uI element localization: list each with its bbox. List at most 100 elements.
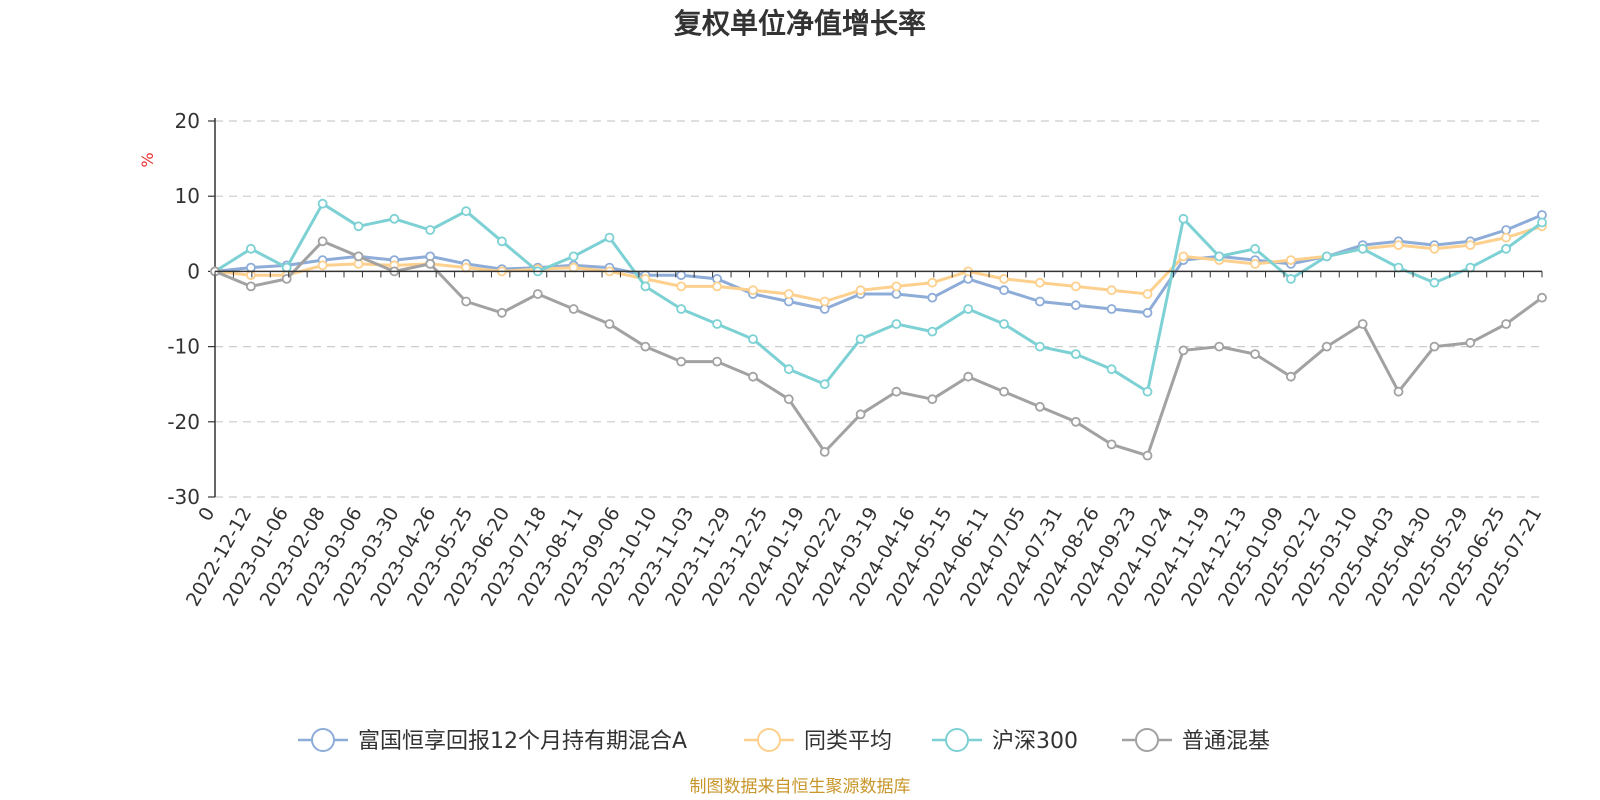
data-point [1178,213,1189,224]
data-point [712,281,722,292]
data-point [1250,258,1260,269]
y-axis-unit: % [138,152,157,167]
data-point [1106,364,1117,375]
data-point [568,262,579,273]
data-point [927,292,938,303]
data-point [891,281,902,292]
legend: 富国恒享回报12个月持有期混合A 同类平均 沪深300 普通混基 [298,728,1270,754]
data-point [317,198,328,209]
data-point [676,304,687,314]
data-point [1465,337,1476,348]
data-point [461,296,472,307]
data-point [855,334,866,345]
data-point [317,236,328,247]
data-point [568,251,579,262]
data-point [927,326,938,337]
data-point [1142,289,1153,299]
y-tick-label: 20 [175,109,200,133]
data-point [999,386,1009,397]
data-point [604,319,615,329]
data-point [891,386,902,397]
data-point [1106,439,1117,450]
legend-label: 富国恒享回报12个月持有期混合A [358,729,687,754]
x-tick-label: 0 [194,504,219,525]
data-point [927,394,938,405]
data-point [1214,341,1225,352]
data-point [927,277,938,288]
data-point [1035,296,1045,307]
series-line [214,202,1543,394]
data-point [676,281,687,292]
data-point [676,270,687,281]
data-point [1321,341,1332,352]
data-point [748,371,758,382]
data-point [1357,319,1368,329]
data-point [1501,319,1511,329]
data-point [245,281,256,292]
data-point [1321,251,1332,262]
y-tick-label: 10 [175,184,200,208]
data-point [783,289,794,299]
data-point [1178,345,1189,356]
legend-label: 普通混基 [1182,729,1270,754]
data-point [1393,386,1404,397]
data-point [1070,300,1081,311]
data-point [1286,273,1296,284]
data-point [891,319,902,329]
data-point [1537,292,1547,303]
y-tick-label: -10 [167,335,200,359]
data-point [1070,349,1081,360]
data-point [676,356,687,367]
legend-item: 同类平均 [744,728,892,754]
data-point [425,225,436,235]
legend-marker [1135,728,1159,752]
legend-item: 沪深300 [932,728,1078,754]
legend-item: 普通混基 [1122,728,1270,754]
data-point [855,409,866,420]
data-point [1357,243,1368,254]
data-point [1429,341,1440,352]
data-point [461,206,472,217]
legend-item: 富国恒享回报12个月持有期混合A [298,728,687,754]
data-point [317,260,328,271]
data-point [461,262,472,273]
data-point [1501,232,1511,243]
data-point [425,258,436,269]
data-point [963,371,974,382]
series-group [210,236,1547,461]
grid-lines [215,120,1542,498]
legend-marker [945,728,969,752]
data-point [1178,251,1189,262]
legend-label: 同类平均 [804,729,892,754]
data-point [712,319,722,329]
data-point [389,213,400,224]
data-point [245,243,256,254]
data-point [640,341,651,352]
data-point [1214,251,1225,262]
y-tick-label: 0 [187,259,200,283]
y-tick-label: -30 [167,485,200,509]
data-point [1465,262,1476,273]
data-point [1286,371,1296,382]
data-point [1429,243,1440,254]
legend-label: 沪深300 [992,729,1078,754]
x-axis: 02022-12-122023-01-062023-02-082023-03-0… [182,270,1546,610]
legend-marker [311,728,335,752]
data-point [1537,217,1547,228]
data-point [748,334,758,345]
data-point [748,285,758,296]
data-point [1250,349,1260,360]
data-point [1142,386,1153,397]
y-axis: 20 10 0 -10 -20 -30 [167,109,216,509]
series-line [214,239,1543,458]
data-point [999,273,1009,284]
data-point [712,356,722,367]
data-point [1142,307,1153,318]
data-point [1070,281,1081,292]
data-point [1250,243,1260,254]
chart-title: 复权单位净值增长率 [674,7,926,40]
data-point [353,251,364,262]
data-point [999,319,1009,329]
legend-marker [757,728,781,752]
